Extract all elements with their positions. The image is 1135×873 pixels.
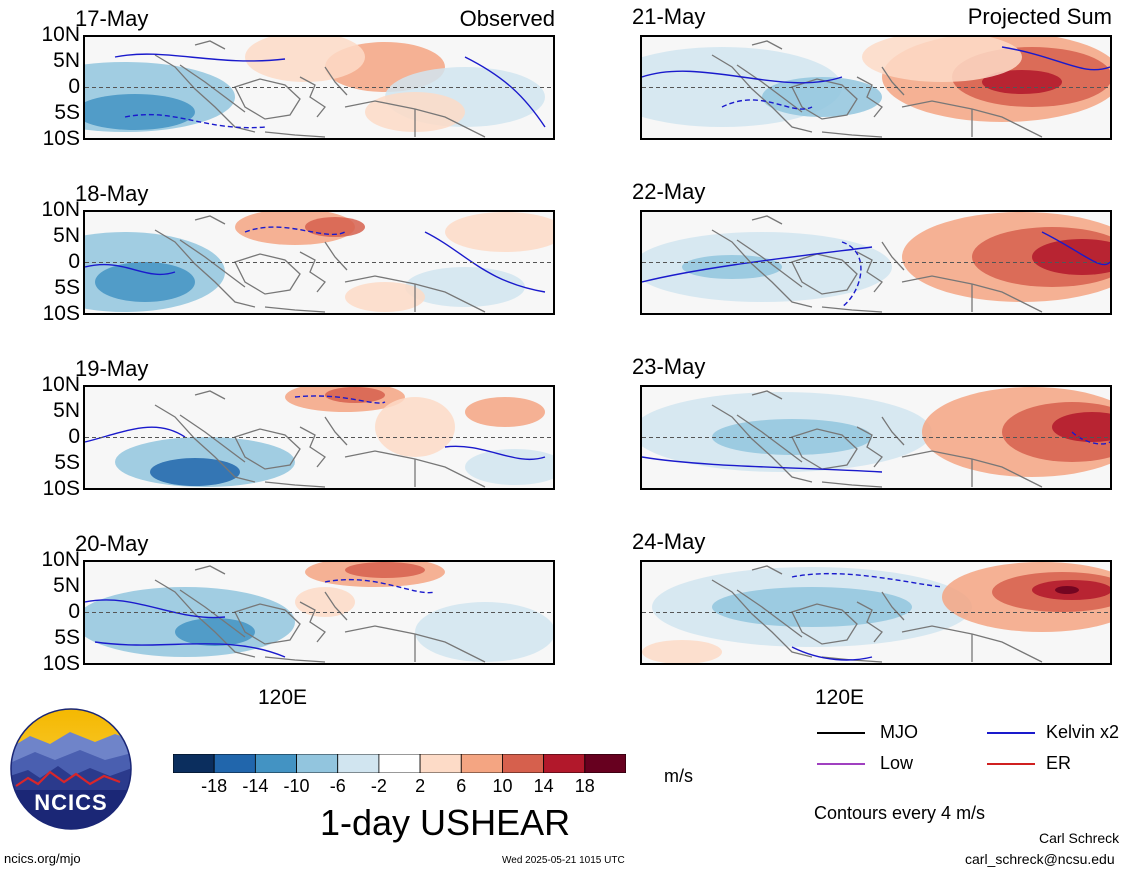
lat-label: 5S: [54, 101, 80, 124]
legend-er-line: [987, 763, 1035, 765]
lat-label: 5N: [53, 49, 80, 72]
colorbar-tick-label: 10: [492, 776, 513, 796]
colorbar-swatch: [213, 753, 256, 774]
colorbar-tick-label: -14: [242, 776, 269, 796]
legend-low-label: Low: [880, 753, 914, 773]
colorbar-title: 1-day USHEAR: [320, 802, 571, 843]
colorbar-swatch: [254, 753, 297, 774]
colorbar-swatch: [543, 753, 586, 774]
lon-label-left: 120E: [258, 686, 308, 709]
colorbar-swatch: [419, 753, 462, 774]
map-panel-23-may: [640, 385, 1112, 490]
map-panel-19-may: [83, 385, 555, 490]
lat-label: 10S: [42, 652, 80, 675]
colorbar-swatch: [378, 753, 421, 774]
footer-email[interactable]: carl_schreck@ncsu.edu: [965, 851, 1115, 867]
panel-date-24-may: 24-May: [632, 529, 706, 554]
lat-label: 0: [68, 75, 80, 98]
colorbar-tick-label: -2: [370, 776, 387, 796]
colorbar: [172, 753, 627, 774]
lon-label-right: 120E: [815, 686, 865, 709]
map-panel-22-may: [640, 210, 1112, 315]
map-panel-21-may: [640, 35, 1112, 140]
lat-label: 0: [68, 425, 80, 448]
colorbar-tick-label: 18: [574, 776, 595, 796]
ncics-logo-text: NCICS: [34, 790, 108, 815]
footer-author: Carl Schreck: [1039, 830, 1120, 846]
panel-date-18-may: 18-May: [75, 181, 149, 206]
colorbar-swatch: [296, 753, 339, 774]
footer-timestamp: Wed 2025-05-21 1015 UTC: [502, 855, 625, 866]
lat-label: 5S: [54, 626, 80, 649]
map-panel-17-may: [83, 35, 555, 140]
lat-label: 10S: [42, 477, 80, 500]
map-panel-18-may: [83, 210, 555, 315]
legend-low-line: [817, 763, 865, 765]
map-panel-20-may: [83, 560, 555, 665]
lat-label: 10S: [42, 302, 80, 325]
panel-date-22-may: 22-May: [632, 179, 706, 204]
panel-date-21-may: 21-May: [632, 4, 706, 29]
ncics-logo: NCICS: [10, 708, 132, 830]
footer-url[interactable]: ncics.org/mjo: [4, 851, 81, 866]
lat-label: 0: [68, 250, 80, 273]
panel-date-23-may: 23-May: [632, 354, 706, 379]
panel-date-20-may: 20-May: [75, 531, 149, 556]
lat-label: 5S: [54, 276, 80, 299]
lat-label: 0: [68, 600, 80, 623]
colorbar-tick-label: 6: [456, 776, 467, 796]
contours-note: Contours every 4 m/s: [814, 803, 986, 823]
legend-kelvin-label: Kelvin x2: [1046, 722, 1120, 742]
lat-label: 5N: [53, 574, 80, 597]
lat-label: 5S: [54, 451, 80, 474]
projected-header: Projected Sum: [967, 4, 1112, 29]
legend-er-label: ER: [1046, 753, 1072, 773]
colorbar-swatch: [502, 753, 545, 774]
legend-mjo-line: [817, 732, 865, 734]
legend-kelvin-line: [987, 732, 1035, 734]
colorbar-tick-label: -10: [283, 776, 310, 796]
colorbar-tick-label: -6: [329, 776, 346, 796]
lat-label: 10N: [41, 23, 80, 46]
lat-label: 5N: [53, 399, 80, 422]
colorbar-swatch: [172, 753, 215, 774]
observed-header: Observed: [459, 6, 555, 31]
colorbar-swatch: [337, 753, 380, 774]
lat-label: 10S: [42, 127, 80, 150]
colorbar-tick-label: 2: [415, 776, 426, 796]
panel-date-19-may: 19-May: [75, 356, 149, 381]
lat-label: 5N: [53, 224, 80, 247]
lat-label: 10N: [41, 198, 80, 221]
map-panel-24-may: [640, 560, 1112, 665]
panel-date-17-may: 17-May: [75, 6, 149, 31]
lat-label: 10N: [41, 373, 80, 396]
colorbar-tick-label: 14: [533, 776, 554, 796]
colorbar-swatch: [584, 753, 627, 774]
colorbar-unit: m/s: [664, 766, 693, 786]
lat-label: 10N: [41, 548, 80, 571]
legend-mjo-label: MJO: [880, 722, 918, 742]
colorbar-tick-label: -18: [201, 776, 228, 796]
colorbar-swatch: [460, 753, 503, 774]
